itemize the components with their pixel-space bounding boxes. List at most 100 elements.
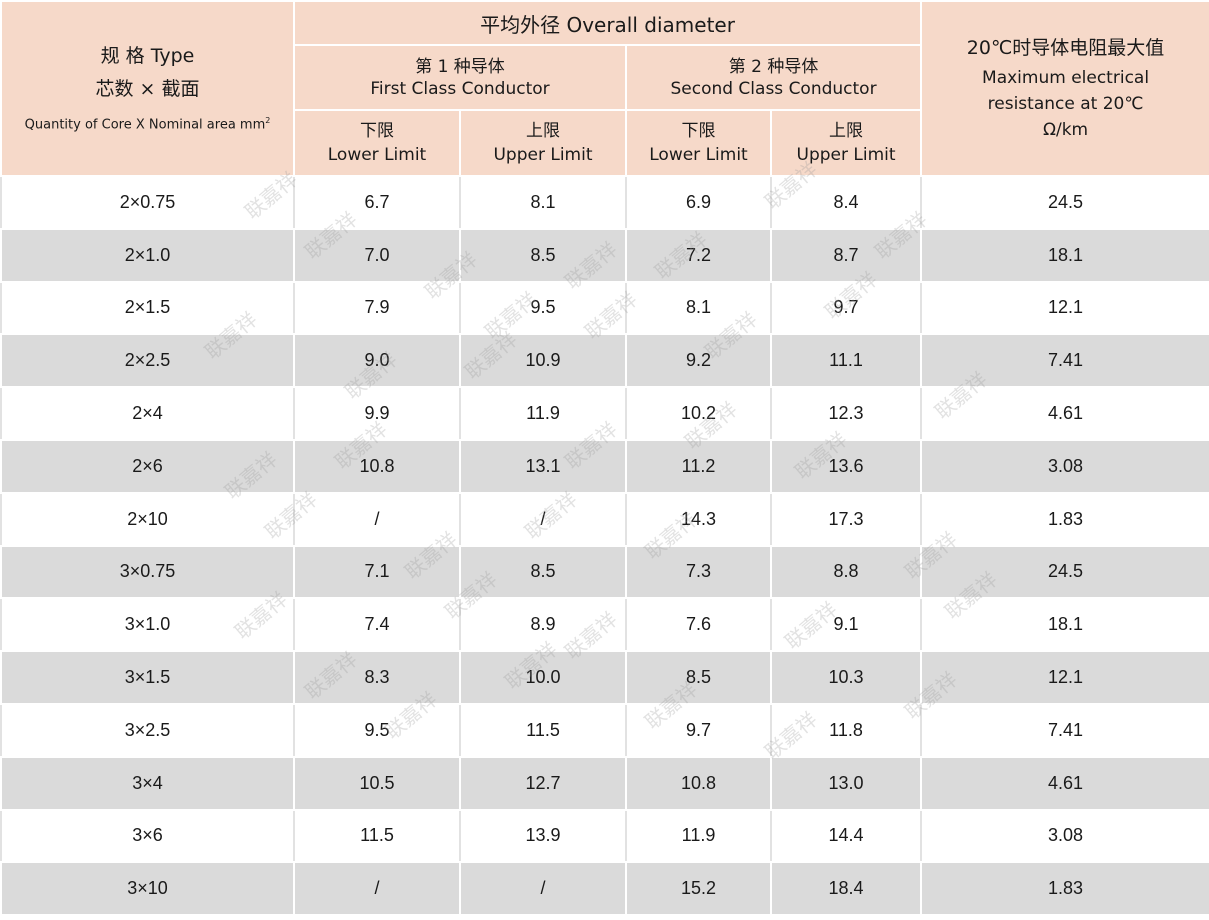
type-cell: 2×0.75 bbox=[0, 175, 295, 230]
second-lower-cell: 9.7 bbox=[625, 702, 772, 758]
resistance-cell: 1.83 bbox=[920, 491, 1209, 547]
first-upper-header: 上限 Upper Limit bbox=[459, 109, 627, 177]
first-upper-cell: 8.5 bbox=[459, 544, 627, 600]
type-cell: 2×6 bbox=[0, 438, 295, 494]
table-row: 2×6 10.8 13.1 11.2 13.6 3.08 bbox=[0, 438, 1209, 494]
resistance-label-en-2: resistance at 20℃ bbox=[987, 93, 1144, 114]
first-upper-cell: 8.1 bbox=[459, 175, 627, 230]
table-row: 3×10//15.2 18.4 1.83 bbox=[0, 861, 1209, 917]
second-upper-cell: 9.1 bbox=[769, 597, 923, 653]
table-body: 2×0.75 6.7 8.1 6.9 8.4 24.5 2×1.0 7.0 8.5 7.2 8.7 1… bbox=[0, 175, 1209, 917]
second-upper-cell: 8.8 bbox=[769, 544, 923, 600]
resistance-cell: 7.41 bbox=[920, 702, 1209, 758]
second-class-header: 第 2 种导体 Second Class Conductor bbox=[624, 44, 923, 111]
first-lower-cell: 10.8 bbox=[293, 438, 461, 494]
second-upper-cell: 8.4 bbox=[769, 175, 923, 230]
first-lower-cell: 9.0 bbox=[293, 333, 461, 389]
resistance-cell: 7.41 bbox=[920, 333, 1209, 389]
table-row: 2×0.75 6.7 8.1 6.9 8.4 24.5 bbox=[0, 175, 1209, 230]
type-header: 规 格 Type 芯数 × 截面 Quantity of Core X Nomi… bbox=[0, 0, 295, 177]
first-upper-cell: 13.1 bbox=[459, 438, 627, 494]
second-upper-cell: 13.6 bbox=[769, 438, 923, 494]
type-cell: 3×4 bbox=[0, 755, 295, 811]
second-lower-cell: 15.2 bbox=[625, 861, 772, 917]
first-upper-cell: 8.5 bbox=[459, 227, 627, 283]
first-upper-cell: 13.9 bbox=[459, 808, 627, 864]
first-upper-cell: / bbox=[459, 491, 627, 547]
second-lower-cell: 11.9 bbox=[625, 808, 772, 864]
second-lower-cell: 11.2 bbox=[625, 438, 772, 494]
type-cell: 2×1.5 bbox=[0, 280, 295, 336]
second-upper-cell: 14.4 bbox=[769, 808, 923, 864]
second-lower-cell: 10.8 bbox=[625, 755, 772, 811]
first-lower-cell: 7.4 bbox=[293, 597, 461, 653]
second-lower-cell: 8.5 bbox=[625, 650, 772, 705]
table-row: 3×2.5 9.5 11.5 9.7 11.8 7.41 bbox=[0, 702, 1209, 758]
type-cell: 2×2.5 bbox=[0, 333, 295, 389]
second-upper-header: 上限 Upper Limit bbox=[769, 109, 923, 177]
second-upper-cell: 11.1 bbox=[769, 333, 923, 389]
table-row: 2×2.5 9.0 10.9 9.2 11.1 7.41 bbox=[0, 333, 1209, 389]
first-class-header: 第 1 种导体 First Class Conductor bbox=[293, 44, 627, 111]
table-row: 2×1.5 7.9 9.5 8.1 9.7 12.1 bbox=[0, 280, 1209, 336]
second-lower-cell: 10.2 bbox=[625, 386, 772, 441]
second-lower-cell: 14.3 bbox=[625, 491, 772, 547]
resistance-cell: 18.1 bbox=[920, 597, 1209, 653]
table-row: 3×1.5 8.3 10.0 8.5 10.3 12.1 bbox=[0, 650, 1209, 705]
second-upper-cell: 13.0 bbox=[769, 755, 923, 811]
table-row: 3×1.0 7.4 8.9 7.6 9.1 18.1 bbox=[0, 597, 1209, 653]
first-lower-cell: 7.0 bbox=[293, 227, 461, 283]
first-upper-cell: / bbox=[459, 861, 627, 917]
first-upper-cell: 10.9 bbox=[459, 333, 627, 389]
first-upper-cell: 11.9 bbox=[459, 386, 627, 441]
resistance-cell: 4.61 bbox=[920, 755, 1209, 811]
type-cell: 3×1.0 bbox=[0, 597, 295, 653]
resistance-cell: 12.1 bbox=[920, 280, 1209, 336]
table-row: 3×0.75 7.1 8.5 7.3 8.8 24.5 bbox=[0, 544, 1209, 600]
table-row: 2×4 9.9 11.9 10.2 12.3 4.61 bbox=[0, 386, 1209, 441]
first-lower-header: 下限 Lower Limit bbox=[293, 109, 461, 177]
first-upper-cell: 8.9 bbox=[459, 597, 627, 653]
resistance-cell: 4.61 bbox=[920, 386, 1209, 441]
second-lower-cell: 7.2 bbox=[625, 227, 772, 283]
second-upper-cell: 17.3 bbox=[769, 491, 923, 547]
first-upper-cell: 10.0 bbox=[459, 650, 627, 705]
second-lower-header: 下限 Lower Limit bbox=[625, 109, 772, 177]
type-label-en: Quantity of Core X Nominal area mm2 bbox=[24, 116, 271, 133]
type-label-cn: 规 格 Type bbox=[100, 45, 195, 68]
second-lower-cell: 8.1 bbox=[625, 280, 772, 336]
resistance-cell: 1.83 bbox=[920, 861, 1209, 917]
second-upper-cell: 12.3 bbox=[769, 386, 923, 441]
second-lower-cell: 6.9 bbox=[625, 175, 772, 230]
first-upper-cell: 11.5 bbox=[459, 702, 627, 758]
second-lower-cell: 9.2 bbox=[625, 333, 772, 389]
type-cell: 3×0.75 bbox=[0, 544, 295, 600]
core-section-label: 芯数 × 截面 bbox=[95, 78, 200, 101]
first-lower-cell: 11.5 bbox=[293, 808, 461, 864]
table-row: 3×6 11.5 13.9 11.9 14.4 3.08 bbox=[0, 808, 1209, 864]
type-cell: 3×10 bbox=[0, 861, 295, 917]
first-lower-cell: 9.5 bbox=[293, 702, 461, 758]
resistance-header: 20℃时导体电阻最大值 Maximum electrical resistanc… bbox=[920, 0, 1209, 177]
table-row: 3×4 10.5 12.7 10.8 13.0 4.61 bbox=[0, 755, 1209, 811]
resistance-unit: Ω/km bbox=[1042, 119, 1089, 140]
resistance-label-en-1: Maximum electrical bbox=[982, 67, 1150, 88]
table-row: 2×10//14.3 17.3 1.83 bbox=[0, 491, 1209, 547]
first-lower-cell: / bbox=[293, 861, 461, 917]
first-upper-cell: 12.7 bbox=[459, 755, 627, 811]
first-lower-cell: / bbox=[293, 491, 461, 547]
type-cell: 2×4 bbox=[0, 386, 295, 441]
resistance-cell: 3.08 bbox=[920, 438, 1209, 494]
second-upper-cell: 10.3 bbox=[769, 650, 923, 705]
resistance-cell: 3.08 bbox=[920, 808, 1209, 864]
first-lower-cell: 8.3 bbox=[293, 650, 461, 705]
type-cell: 3×6 bbox=[0, 808, 295, 864]
type-cell: 3×2.5 bbox=[0, 702, 295, 758]
resistance-cell: 18.1 bbox=[920, 227, 1209, 283]
resistance-cell: 24.5 bbox=[920, 175, 1209, 230]
resistance-label-cn: 20℃时导体电阻最大值 bbox=[966, 36, 1165, 59]
second-upper-cell: 11.8 bbox=[769, 702, 923, 758]
table-row: 2×1.0 7.0 8.5 7.2 8.7 18.1 bbox=[0, 227, 1209, 283]
overall-diameter-header: 平均外径 Overall diameter bbox=[292, 0, 923, 46]
